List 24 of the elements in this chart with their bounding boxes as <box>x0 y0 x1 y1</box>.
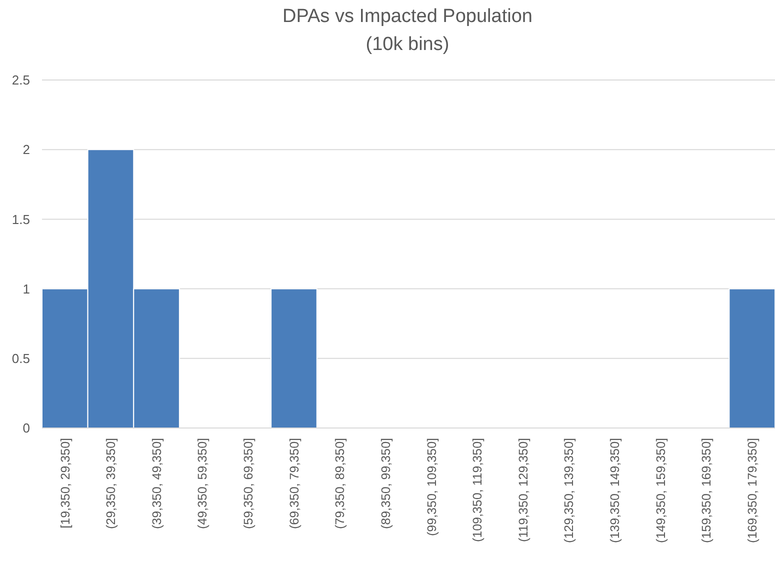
y-tick-label: 1 <box>22 281 30 296</box>
x-tick-label: (49,350, 59,350] <box>196 438 210 530</box>
x-tick-label: (69,350, 79,350] <box>287 438 302 530</box>
x-tick-label: (99,350, 109,350] <box>424 438 439 536</box>
y-tick-label: 0.5 <box>12 350 30 366</box>
y-tick-label: 1.5 <box>12 212 30 227</box>
x-tick-label: (89,350, 99,350] <box>378 438 393 530</box>
x-tick-label: (59,350, 69,350] <box>242 438 256 530</box>
chart-subtitle: (10k bins) <box>366 34 450 55</box>
x-tick-label: (79,350, 89,350] <box>333 438 348 530</box>
x-tick-label: (119,350, 129,350] <box>516 438 530 542</box>
x-tick-label: (39,350, 49,350] <box>150 438 164 530</box>
chart-title: DPAs vs Impacted Population <box>282 6 532 27</box>
x-tick-label: (109,350, 119,350] <box>470 438 485 542</box>
x-tick-label: (29,350, 39,350] <box>104 438 118 530</box>
x-tick-label: (169,350, 179,350] <box>745 438 760 543</box>
y-tick-label: 2.5 <box>12 72 30 88</box>
x-tick-label: (149,350, 159,350] <box>654 438 668 543</box>
x-tick-label: (159,350, 169,350] <box>700 438 714 543</box>
x-tick-label: (129,350, 139,350] <box>562 438 576 543</box>
y-tick-label: 2 <box>22 142 30 158</box>
y-tick-label: 0 <box>22 420 30 436</box>
x-tick-label: [19,350, 29,350] <box>58 438 72 528</box>
x-tick-label: (139,350, 149,350] <box>608 438 622 543</box>
